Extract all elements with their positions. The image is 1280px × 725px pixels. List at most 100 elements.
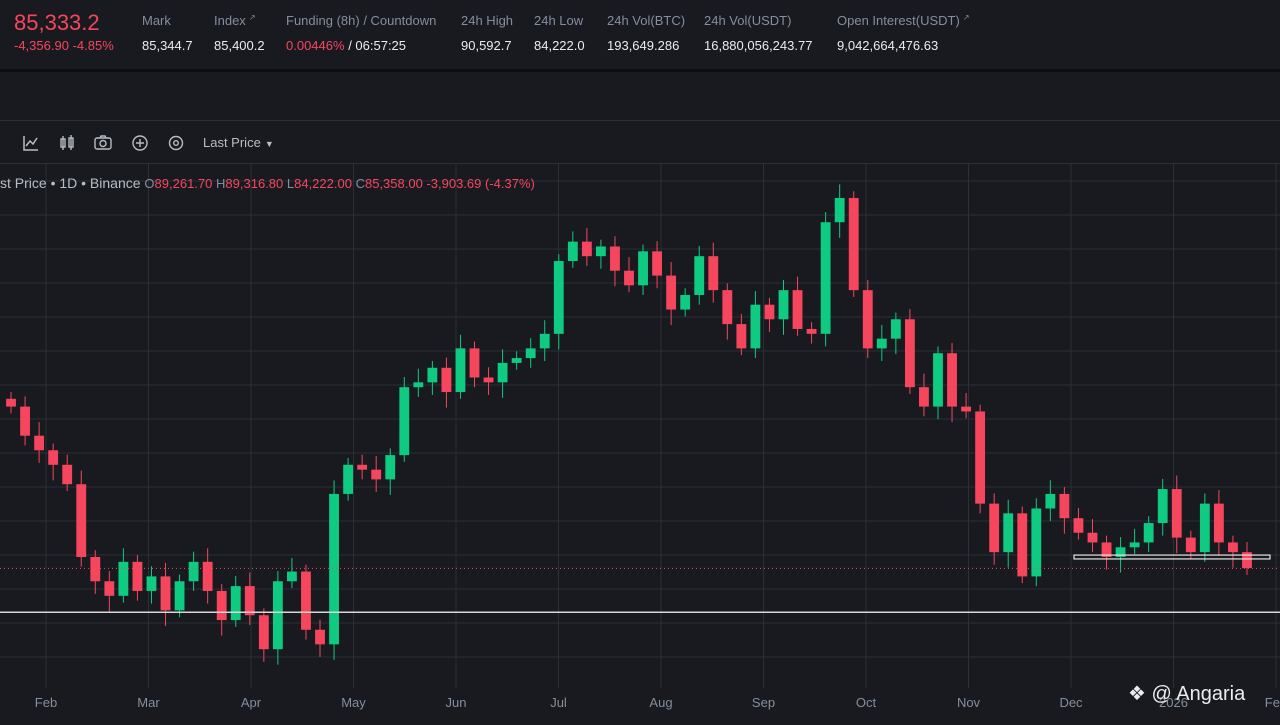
candle-up bbox=[595, 246, 606, 257]
candle-up bbox=[230, 586, 241, 621]
candle-up bbox=[750, 304, 761, 349]
candle-down bbox=[62, 464, 73, 485]
x-tick-label: Dec bbox=[1059, 695, 1083, 710]
candle-down bbox=[357, 464, 368, 470]
watermark-text: @ Angaria bbox=[1151, 683, 1246, 705]
candle-down bbox=[1242, 552, 1252, 569]
stat-open-interest[interactable]: Open Interest(USDT) ↗ 9,042,664,476.63 bbox=[837, 13, 970, 55]
stat-index-label[interactable]: Index ↗ bbox=[214, 13, 256, 28]
candle-down bbox=[1087, 532, 1098, 543]
candle-down bbox=[848, 197, 859, 291]
candle-down bbox=[736, 324, 747, 349]
stat-oi-label[interactable]: Open Interest(USDT) ↗ bbox=[837, 13, 970, 28]
candle-up bbox=[1031, 508, 1042, 577]
candle-down bbox=[1017, 513, 1028, 577]
camera-icon[interactable] bbox=[93, 133, 113, 153]
stat-high-value: 90,592.7 bbox=[461, 38, 512, 53]
stat-low: 24h Low 84,222.0 bbox=[534, 13, 585, 55]
candle-down bbox=[132, 561, 143, 591]
candlestick-chart[interactable]: Feb Mar Apr May Jun Jul Aug Sep Oct Nov Dec 2026 Feb bbox=[0, 164, 1280, 720]
legend-open-key: O bbox=[144, 176, 155, 191]
candle-up bbox=[820, 222, 831, 334]
candle-down bbox=[441, 367, 452, 393]
x-tick-label: 2026 bbox=[1159, 695, 1188, 710]
candle-up bbox=[497, 362, 508, 383]
stat-index-value: 85,400.2 bbox=[214, 38, 265, 53]
stat-high: 24h High 90,592.7 bbox=[461, 13, 513, 55]
price-chart[interactable]: Feb Mar Apr May Jun Jul Aug Sep Oct Nov Dec 2026 Feb bbox=[0, 164, 1280, 720]
candle-up bbox=[427, 367, 438, 383]
plus-circle-icon[interactable] bbox=[130, 133, 150, 153]
legend-title: st Price • 1D • Binance bbox=[0, 175, 141, 191]
stat-funding: Funding (8h) / Countdown 0.00446% / 06:5… bbox=[286, 13, 436, 55]
candle-up bbox=[933, 353, 943, 407]
x-tick-label: Nov bbox=[957, 695, 981, 710]
candle-down bbox=[34, 435, 45, 451]
candle-down bbox=[371, 469, 382, 480]
candle-down bbox=[202, 561, 213, 591]
indicator-icon[interactable] bbox=[21, 133, 41, 153]
chart-toolbar: Last Price ▼ bbox=[0, 120, 1280, 164]
stat-funding-value: 0.00446% / 06:57:25 bbox=[286, 38, 406, 53]
x-tick-label: Aug bbox=[649, 695, 672, 710]
candle-down bbox=[76, 484, 87, 557]
candle-down bbox=[792, 290, 803, 329]
candle-up bbox=[1045, 493, 1056, 509]
candle-down bbox=[806, 328, 817, 334]
x-tick-label: Oct bbox=[856, 695, 877, 710]
candle-down bbox=[483, 377, 494, 383]
stat-vol-usdt: 24h Vol(USDT) 16,880,056,243.77 bbox=[704, 13, 812, 55]
candle-up bbox=[1115, 547, 1126, 557]
stat-mark-label: Mark bbox=[142, 13, 171, 28]
candle-down bbox=[1228, 542, 1238, 553]
candle-down bbox=[652, 251, 663, 276]
candle-up bbox=[890, 319, 901, 339]
candle-down bbox=[666, 275, 677, 310]
external-link-icon: ↗ bbox=[962, 13, 970, 22]
candle-up bbox=[1143, 523, 1154, 543]
candle-up bbox=[1157, 489, 1168, 524]
candle-down bbox=[1101, 542, 1112, 557]
stat-vol-usdt-label: 24h Vol(USDT) bbox=[704, 13, 792, 28]
candle-down bbox=[20, 406, 30, 436]
candle-down bbox=[708, 256, 719, 291]
candle-down bbox=[862, 290, 873, 349]
candle-down bbox=[722, 290, 733, 325]
legend-high: 89,316.80 bbox=[225, 176, 284, 191]
watermark: ❖ @ Angaria bbox=[1128, 681, 1245, 706]
price-type-select[interactable]: Last Price ▼ bbox=[203, 135, 274, 150]
candle-down bbox=[581, 241, 592, 257]
chevron-down-icon: ▼ bbox=[264, 139, 274, 149]
funding-rate: 0.00446% bbox=[286, 38, 345, 53]
price-change: -4,356.90 -4.85% bbox=[14, 38, 114, 53]
candle-down bbox=[469, 348, 480, 378]
candle-down bbox=[624, 270, 634, 286]
candle-down bbox=[90, 557, 101, 582]
candle-up bbox=[385, 455, 396, 480]
settings-icon[interactable] bbox=[166, 133, 186, 153]
candle-type-icon[interactable] bbox=[57, 133, 77, 153]
candle-up bbox=[525, 348, 536, 359]
candle-up bbox=[174, 581, 185, 611]
legend-low: 84,222.00 bbox=[294, 176, 352, 191]
binance-logo-icon: ❖ bbox=[1128, 683, 1146, 705]
x-tick-label: Feb bbox=[1265, 695, 1280, 710]
candle-down bbox=[48, 450, 59, 465]
stat-vol-btc-label: 24h Vol(BTC) bbox=[607, 13, 686, 28]
external-link-icon: ↗ bbox=[248, 13, 256, 22]
funding-countdown: / 06:57:25 bbox=[348, 38, 407, 53]
stat-funding-label: Funding (8h) / Countdown bbox=[286, 13, 437, 28]
candle-up bbox=[399, 387, 410, 456]
stat-vol-btc-value: 193,649.286 bbox=[607, 38, 680, 53]
candle-up bbox=[272, 581, 283, 650]
candle-up bbox=[834, 197, 845, 223]
candle-down bbox=[1059, 493, 1070, 519]
candle-down bbox=[610, 246, 620, 271]
candle-down bbox=[1185, 537, 1196, 553]
x-tick-label: Feb bbox=[35, 695, 57, 710]
stat-mark-value: 85,344.7 bbox=[142, 38, 193, 53]
ticker-header: 85,333.2 -4,356.90 -4.85% Mark 85,344.7 … bbox=[0, 0, 1280, 72]
candle-down bbox=[258, 615, 269, 650]
x-tick-label: Sep bbox=[752, 695, 775, 710]
stat-index[interactable]: Index ↗ 85,400.2 bbox=[214, 13, 265, 55]
